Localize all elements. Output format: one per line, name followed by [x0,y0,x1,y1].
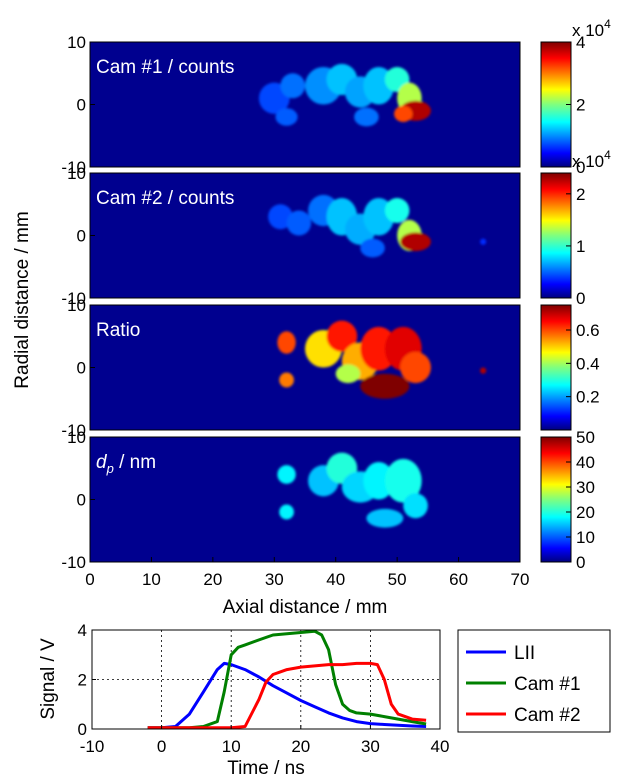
x-tick-label: 70 [511,570,530,589]
heatmap-region-6 [363,462,395,500]
y-tick-label: 10 [67,33,86,52]
y-tick-label: 0 [77,491,86,510]
colorbar-tick-label: 4 [576,33,585,52]
heatmap-region-8 [400,351,431,384]
heatmap-region-9 [400,232,431,252]
colorbar-tick-label: 2 [576,185,585,204]
heatmap-region-1 [277,331,296,354]
colorbar-tick-label: 40 [576,453,595,472]
colorbar-tick-label: 10 [576,528,595,547]
panel-4-x-axis-label: Axial distance / mm [223,597,388,618]
colorbar-tick-label: 30 [576,478,595,497]
colorbar [540,436,572,563]
heatmap-background [90,42,520,167]
y-tick-label: -10 [61,421,86,440]
legend: LII Cam #1 Cam #2 [457,629,611,733]
legend-entry: Cam #2 [514,705,581,726]
y-tick-label: -10 [61,289,86,308]
x-tick-label: 20 [203,570,222,589]
x-tick-label: 60 [449,570,468,589]
line-x-axis-label: Time / ns [227,758,304,779]
colorbar-tick-label: 20 [576,503,595,522]
series-line-1 [147,661,427,730]
x-tick-label: 0 [157,737,166,756]
x-tick-label: 40 [326,570,345,589]
heatmap-region-2 [280,73,306,99]
heatmap-region-11 [480,238,487,245]
colorbar-tick-label: 0.2 [576,388,600,407]
colorbar-multiplier: x 104 [572,148,611,171]
heatmap-region-9 [360,373,410,399]
heatmap-region-7 [384,458,422,503]
x-tick-label: 30 [265,570,284,589]
heatmap-region-11 [394,105,413,122]
x-tick-label: -10 [80,737,105,756]
x-tick-label: 30 [361,737,380,756]
series-line-3 [147,661,427,730]
heatmap-region-9 [403,493,428,519]
heatmap-region-12 [354,107,379,127]
panel-label: Ratio [96,320,140,341]
colorbar-multiplier: x 104 [572,17,611,40]
heatmap-panel-4: dp / nm 10 0 -10 50 40 30 20 10 0 [61,428,595,572]
legend-entry: Cam #1 [514,674,581,695]
y-tick-label: 0 [78,720,87,739]
y-tick-label: 0 [77,359,86,378]
x-tick-label: 40 [431,737,450,756]
y-tick-label: 4 [78,621,87,640]
y-tick-label: 0 [77,227,86,246]
x-tick-label: 10 [222,737,241,756]
colorbar-tick-label: 0 [576,158,585,177]
line-y-axis-label: Signal / V [38,638,59,720]
y-tick-label: 10 [67,428,86,447]
panel-label: Cam #1 / counts [96,57,234,78]
colorbar-tick-label: 0 [576,553,585,572]
heatmap-region-1 [277,465,296,484]
heatmap-region-8 [366,508,404,528]
y-tick-label: 10 [67,164,86,183]
legend-entry: LII [514,643,535,664]
x-tick-label: 10 [142,570,161,589]
y-tick-label: 0 [77,96,86,115]
heatmap-region-2 [279,504,294,520]
x-tick-label: 50 [388,570,407,589]
panel-label: Cam #2 / counts [96,188,234,209]
y-tick-label: 2 [78,671,87,690]
colorbar-tick-label: 1 [576,237,585,256]
heatmap-region-3 [275,108,298,126]
heatmap-region-11 [480,367,487,374]
panel-label: dp / nm [96,452,156,476]
colorbar-tick-label: 0 [576,289,585,308]
heatmap-region-2 [279,372,294,388]
series-line-2 [147,629,427,730]
heatmap-region-10 [335,364,361,384]
heatmap-region-2 [286,210,312,236]
x-tick-label: 20 [291,737,310,756]
colorbar [540,304,572,431]
heatmap-region-10 [360,238,385,258]
colorbar-tick-label: 0.4 [576,354,600,373]
maps-y-axis-label: Radial distance / mm [12,211,33,388]
heatmap-panel-3: Ratio 10 0 -10 0.6 0.4 0.2 [61,296,599,440]
colorbar [540,172,572,299]
heatmap-background [90,305,520,430]
x-tick-label: 0 [85,570,94,589]
heatmap-region-7 [384,198,410,223]
colorbar-tick-label: 0.6 [576,321,600,340]
heatmap-background [90,173,520,298]
heatmap-background [90,437,520,562]
colorbar-tick-label: 50 [576,428,595,447]
colorbar-tick-label: 2 [576,96,585,115]
y-tick-label: -10 [61,553,86,572]
y-tick-label: -10 [61,158,86,177]
panel-4-x-tick-labels: 0 10 20 30 40 50 60 70 [85,557,529,589]
y-tick-label: 10 [67,296,86,315]
heatmap-region-4 [326,320,358,352]
